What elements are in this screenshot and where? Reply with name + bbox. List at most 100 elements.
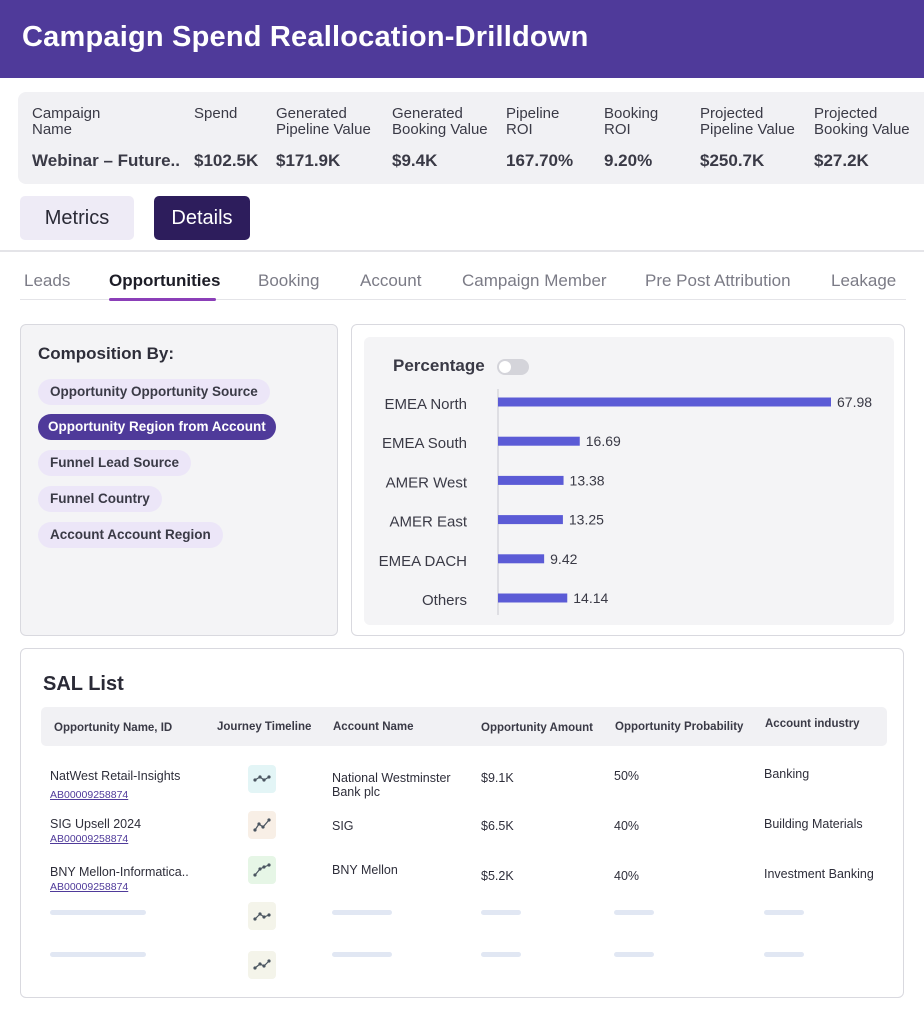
journey-timeline-icon[interactable] [248,765,276,793]
composition-option[interactable]: Funnel Country [38,486,162,512]
category-label: EMEA South [382,435,467,452]
toggle-knob [499,361,511,373]
composition-option[interactable]: Opportunity Opportunity Source [38,379,270,405]
tab-pre-post-attribution[interactable]: Pre Post Attribution [645,271,791,290]
summary-value: $27.2K [814,151,869,170]
tab-opportunities[interactable]: Opportunities [109,271,221,290]
journey-timeline-icon[interactable] [248,902,276,930]
loading-placeholder [481,952,521,957]
composition-option[interactable]: Account Account Region [38,522,223,548]
summary-label: Spend [194,105,238,122]
bar-value-label: 13.25 [569,512,604,528]
opportunity-id-link[interactable]: AB00009258874 [50,789,129,801]
tab-booking[interactable]: Booking [258,271,320,290]
loading-placeholder [332,952,392,957]
sal-title: SAL List [43,673,124,695]
loading-placeholder [50,910,146,915]
loading-placeholder [50,952,146,957]
opportunity-name: SIG Upsell 2024 [50,817,142,831]
column-header[interactable]: Opportunity Probability [615,721,744,733]
opportunity-name: BNY Mellon-Informatica.. [50,865,189,879]
tab-leakage[interactable]: Leakage [831,271,897,290]
composition-panel: Composition By: Opportunity Opportunity … [20,324,338,636]
summary-value: 9.20% [604,151,653,170]
active-tab-indicator [109,298,216,301]
summary-value: $9.4K [392,151,438,170]
bar[interactable] [498,397,831,407]
composition-title: Composition By: [38,344,174,363]
bar-value-label: 16.69 [586,433,621,449]
category-label: EMEA North [384,396,467,413]
bar[interactable] [498,436,580,446]
opportunity-probability: 50% [614,769,640,783]
composition-option[interactable]: Funnel Lead Source [38,450,192,476]
composition-option-selected[interactable]: Opportunity Region from Account [38,414,276,440]
category-label: AMER East [389,514,467,531]
journey-timeline-icon[interactable] [248,856,276,884]
tab-leads[interactable]: Leads [24,271,71,290]
summary-pipeline-roi: Pipeline ROI 167.70% [506,105,573,171]
journey-timeline-icon[interactable] [248,811,276,839]
loading-placeholder [764,952,804,957]
summary-value: $250.7K [700,151,765,170]
page-title: Campaign Spend Reallocation-Drilldown [22,21,589,53]
region-chart-card: Percentage EMEA North 67.98 EMEA South 16.6… [351,324,905,636]
bar[interactable] [498,554,545,564]
percentage-label: Percentage [393,356,485,375]
opportunity-amount: $9.1K [481,771,514,785]
account-name: BNY Mellon [332,863,398,877]
page-header: Campaign Spend Reallocation-Drilldown [0,0,924,78]
opportunity-id-link[interactable]: AB00009258874 [50,833,129,845]
account-industry: Investment Banking [764,867,874,881]
column-header[interactable]: Opportunity Name, ID [54,722,173,734]
summary-projected-booking: Projected Booking Value $27.2K [814,106,910,171]
journey-timeline-icon[interactable] [248,951,276,979]
summary-label: Generated Pipeline Value [276,105,371,138]
summary-label: Booking ROI [604,105,659,138]
summary-generated-booking: Generated Booking Value $9.4K [392,106,488,171]
tab-account[interactable]: Account [360,271,422,290]
loading-placeholder [614,952,654,957]
summary-label: Campaign Name [32,105,101,138]
column-header[interactable]: Account Name [333,721,414,733]
opportunity-id-link[interactable]: AB00009258874 [50,881,129,893]
opportunity-probability: 40% [614,869,640,883]
bar[interactable] [498,515,563,525]
account-name: SIG [332,819,354,833]
bar-value-label: 14.14 [573,590,608,606]
opportunity-name: NatWest Retail-Insights [50,769,181,783]
chart-area: Percentage EMEA North 67.98 EMEA South 16.6… [364,337,894,625]
column-header[interactable]: Opportunity Amount [481,722,593,734]
column-header[interactable]: Account industry [765,718,860,730]
campaign-summary-bar: Campaign Name Webinar – Future.. Spend $… [18,92,924,184]
category-label: AMER West [386,474,468,491]
metrics-button[interactable]: Metrics [20,196,134,240]
account-name: National Westminster Bank plc [332,771,451,799]
section-divider [0,250,924,252]
loading-placeholder [614,910,654,915]
summary-value: 167.70% [506,151,574,170]
summary-label: Projected Pipeline Value [700,105,795,138]
bar-chart: EMEA North 67.98 EMEA South 16.69 AMER West 1… [379,389,872,615]
bar[interactable] [498,475,564,485]
summary-booking-roi: Booking ROI 9.20% [604,105,659,171]
details-button[interactable]: Details [154,196,250,240]
bar-value-label: 13.38 [570,472,605,488]
summary-value: $102.5K [194,151,259,170]
tab-campaign-member[interactable]: Campaign Member [462,271,607,290]
opportunity-amount: $5.2K [481,869,514,883]
bar[interactable] [498,593,568,603]
opportunity-amount: $6.5K [481,819,514,833]
percentage-toggle[interactable] [497,359,529,375]
summary-generated-pipeline: Generated Pipeline Value $171.9K [276,105,371,171]
table-header: Opportunity Name, ID Journey Timeline Ac… [41,707,887,746]
summary-label: Pipeline ROI [506,105,560,138]
sal-list-card: SAL List Opportunity Name, ID Journey Ti… [20,648,904,998]
category-label: Others [422,592,467,609]
account-industry: Building Materials [764,817,863,831]
column-header[interactable]: Journey Timeline [217,721,312,733]
summary-value: Webinar – Future.. [32,151,180,170]
loading-placeholder [332,910,392,915]
loading-placeholder [481,910,521,915]
opportunity-probability: 40% [614,819,640,833]
